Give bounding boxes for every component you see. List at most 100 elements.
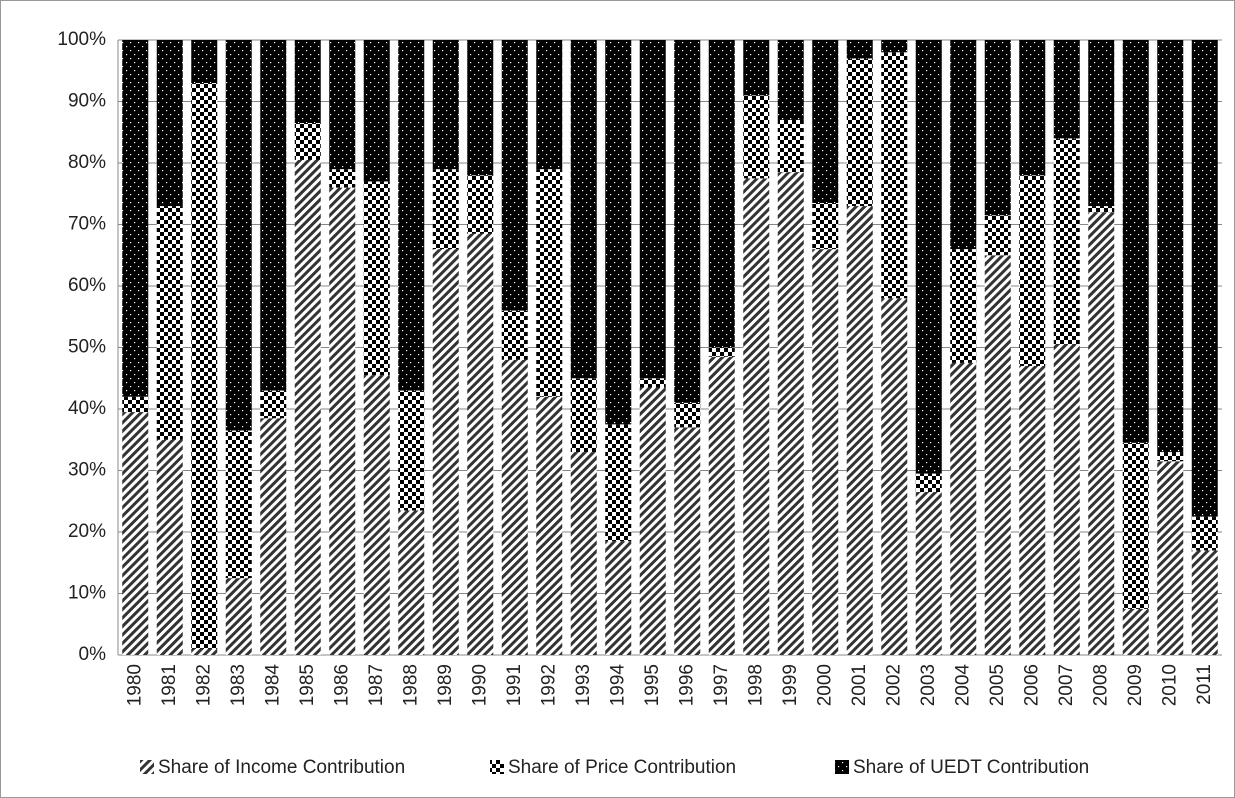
bar-segment xyxy=(363,181,390,376)
x-tick-label: 2008 xyxy=(1090,664,1111,706)
bar-segment xyxy=(122,396,149,413)
legend-swatch xyxy=(140,760,154,774)
bar-segment xyxy=(984,40,1011,216)
bar-segment xyxy=(260,390,287,419)
x-tick-label: 2010 xyxy=(1159,664,1180,706)
bar-segment xyxy=(1157,40,1184,453)
bar-segment xyxy=(1157,461,1184,655)
x-tick-label: 1990 xyxy=(469,664,490,706)
bar-segment xyxy=(708,40,735,348)
bar-segment xyxy=(1053,138,1080,345)
x-tick-label: 1991 xyxy=(504,664,525,706)
y-tick-label: 60% xyxy=(68,275,106,296)
bar-segment xyxy=(536,396,563,655)
bar-segment xyxy=(122,412,149,655)
bar-segment xyxy=(1053,40,1080,139)
x-tick-label: 1986 xyxy=(331,664,352,706)
x-tick-label: 1993 xyxy=(573,664,594,706)
x-tick-label: 1981 xyxy=(159,664,180,706)
x-tick-label: 1997 xyxy=(711,664,732,706)
bar-segment xyxy=(605,40,632,425)
bar-segment xyxy=(743,40,770,96)
x-tick-label: 1998 xyxy=(745,664,766,706)
bar-segment xyxy=(329,187,356,655)
bar-segment xyxy=(398,510,425,655)
x-tick-label: 1996 xyxy=(676,664,697,706)
bar-segment xyxy=(536,169,563,397)
bar-segment xyxy=(536,40,563,170)
x-tick-label: 1999 xyxy=(780,664,801,706)
bar-segment xyxy=(570,378,597,453)
bar-segment xyxy=(225,40,252,431)
x-tick-label: 2011 xyxy=(1194,664,1215,705)
bar-segment xyxy=(639,40,666,379)
bar-segment xyxy=(1191,40,1218,517)
bar-segment xyxy=(881,40,908,53)
bar-segment xyxy=(294,159,321,656)
bar-segment xyxy=(467,175,494,234)
bar-segment xyxy=(191,648,218,655)
bar-segment xyxy=(501,359,528,655)
bar-segment xyxy=(570,452,597,655)
x-tick-label: 2002 xyxy=(883,664,904,706)
bar-segment xyxy=(501,310,528,360)
bar-segment xyxy=(1157,452,1184,462)
bar-segment xyxy=(260,418,287,655)
legend-swatch xyxy=(835,760,849,774)
x-tick-label: 1992 xyxy=(538,664,559,706)
bar-segment xyxy=(777,172,804,655)
x-tick-label: 1980 xyxy=(124,664,145,706)
y-tick-label: 80% xyxy=(68,152,106,173)
bar-segment xyxy=(122,40,149,397)
bar-segment xyxy=(708,347,735,357)
bar-segment xyxy=(1053,344,1080,655)
bar-segment xyxy=(915,492,942,655)
legend-swatch xyxy=(490,760,504,774)
bar-segment xyxy=(984,255,1011,655)
x-tick-label: 2000 xyxy=(814,664,835,706)
bar-segment xyxy=(743,95,770,179)
bar-segment xyxy=(501,40,528,311)
x-tick-label: 1983 xyxy=(228,664,249,706)
y-tick-label: 70% xyxy=(68,214,106,235)
bar-segment xyxy=(363,375,390,655)
x-tick-label: 1984 xyxy=(262,664,283,707)
bar-segment xyxy=(1019,40,1046,176)
x-tick-label: 2004 xyxy=(952,664,973,707)
bar-segment xyxy=(915,473,942,493)
y-tick-label: 40% xyxy=(68,398,106,419)
bar-segment xyxy=(950,40,977,250)
y-tick-label: 20% xyxy=(68,521,106,542)
x-tick-label: 2005 xyxy=(987,664,1008,706)
y-tick-label: 50% xyxy=(68,337,106,358)
bar-segment xyxy=(432,249,459,655)
bar-segment xyxy=(1122,608,1149,655)
x-tick-label: 2001 xyxy=(849,664,870,706)
bar-segment xyxy=(1019,365,1046,655)
bar-segment xyxy=(915,40,942,474)
bar-segment xyxy=(812,202,839,250)
bar-segment xyxy=(294,123,321,160)
x-tick-label: 2006 xyxy=(1021,664,1042,706)
bar-segment xyxy=(191,83,218,649)
legend-label: Share of UEDT Contribution xyxy=(853,757,1089,778)
bar-segment xyxy=(1191,550,1218,655)
x-tick-label: 1988 xyxy=(400,664,421,706)
bar-segment xyxy=(398,390,425,511)
bar-segment xyxy=(225,430,252,579)
bar-segment xyxy=(743,178,770,655)
bar-segment xyxy=(881,298,908,655)
bar-segment xyxy=(1191,516,1218,551)
legend-label: Share of Income Contribution xyxy=(158,757,405,778)
bar-segment xyxy=(329,40,356,170)
bar-segment xyxy=(639,378,666,388)
bar-segment xyxy=(260,40,287,391)
bar-segment xyxy=(881,52,908,299)
y-tick-label: 100% xyxy=(57,29,106,50)
x-tick-label: 2007 xyxy=(1056,664,1077,706)
bar-segment xyxy=(1122,40,1149,443)
bar-segment xyxy=(294,40,321,124)
bar-segment xyxy=(639,387,666,655)
y-tick-label: 30% xyxy=(68,460,106,481)
